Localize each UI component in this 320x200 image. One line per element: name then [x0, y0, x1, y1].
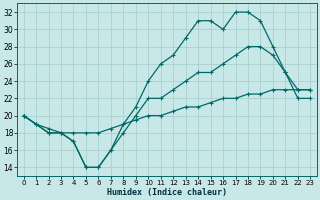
X-axis label: Humidex (Indice chaleur): Humidex (Indice chaleur) — [107, 188, 227, 197]
